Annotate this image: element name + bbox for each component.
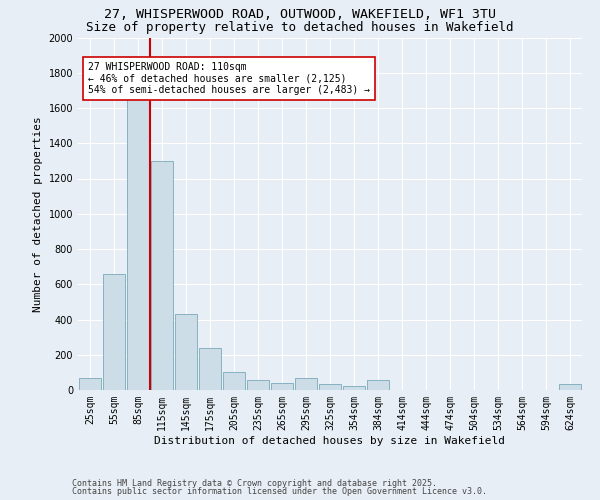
Bar bbox=[343, 386, 365, 390]
Bar bbox=[79, 378, 101, 390]
Bar bbox=[295, 378, 317, 390]
Bar bbox=[559, 384, 581, 390]
Bar bbox=[223, 372, 245, 390]
Bar bbox=[175, 314, 197, 390]
Text: 27 WHISPERWOOD ROAD: 110sqm
← 46% of detached houses are smaller (2,125)
54% of : 27 WHISPERWOOD ROAD: 110sqm ← 46% of det… bbox=[88, 62, 370, 96]
Bar bbox=[151, 161, 173, 390]
Bar bbox=[199, 348, 221, 390]
Text: 27, WHISPERWOOD ROAD, OUTWOOD, WAKEFIELD, WF1 3TU: 27, WHISPERWOOD ROAD, OUTWOOD, WAKEFIELD… bbox=[104, 8, 496, 20]
Text: Size of property relative to detached houses in Wakefield: Size of property relative to detached ho… bbox=[86, 21, 514, 34]
X-axis label: Distribution of detached houses by size in Wakefield: Distribution of detached houses by size … bbox=[155, 436, 505, 446]
Bar bbox=[319, 384, 341, 390]
Bar bbox=[103, 274, 125, 390]
Text: Contains public sector information licensed under the Open Government Licence v3: Contains public sector information licen… bbox=[72, 487, 487, 496]
Bar bbox=[247, 380, 269, 390]
Y-axis label: Number of detached properties: Number of detached properties bbox=[33, 116, 43, 312]
Bar bbox=[367, 380, 389, 390]
Text: Contains HM Land Registry data © Crown copyright and database right 2025.: Contains HM Land Registry data © Crown c… bbox=[72, 478, 437, 488]
Bar bbox=[271, 383, 293, 390]
Bar bbox=[127, 64, 149, 390]
